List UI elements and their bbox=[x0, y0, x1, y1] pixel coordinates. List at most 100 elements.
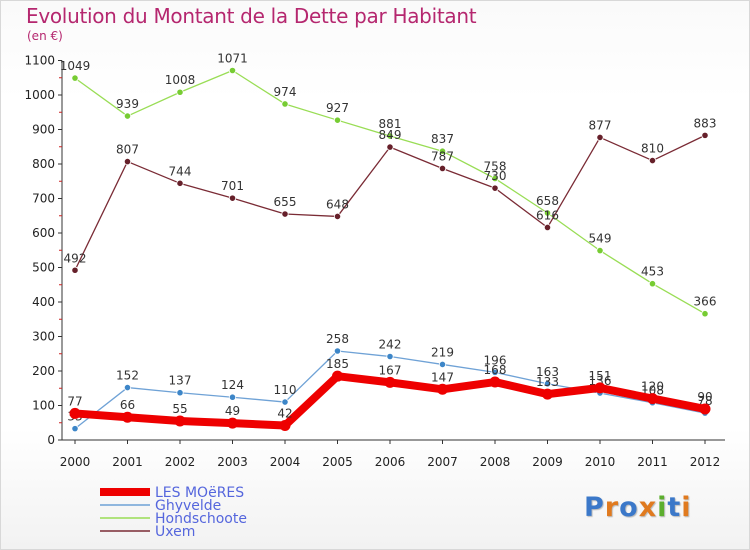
x-tick-label: 2007 bbox=[427, 455, 458, 469]
data-label: 133 bbox=[536, 375, 559, 389]
series-les-mo-res: 77 66 55 49 42 185 167 147 168 133 151 120 90 bbox=[67, 357, 713, 432]
data-label: 151 bbox=[589, 369, 612, 383]
data-label: 90 bbox=[697, 390, 712, 404]
y-tick-label: 200 bbox=[32, 364, 55, 378]
data-point bbox=[333, 212, 342, 221]
legend-label: LES MOëRES bbox=[155, 485, 244, 501]
data-point bbox=[491, 368, 499, 376]
data-label: 242 bbox=[379, 338, 402, 352]
data-label: 701 bbox=[221, 179, 244, 193]
data-point bbox=[176, 179, 184, 187]
x-tick-label: 2004 bbox=[270, 455, 301, 469]
data-point bbox=[333, 347, 342, 355]
data-point bbox=[596, 133, 604, 142]
data-point bbox=[438, 147, 447, 155]
data-point bbox=[122, 411, 133, 423]
data-point bbox=[542, 388, 553, 400]
y-tick-label: 700 bbox=[32, 192, 55, 206]
data-label: 655 bbox=[274, 195, 297, 209]
logo-letter: i bbox=[681, 492, 692, 523]
data-label: 877 bbox=[589, 118, 612, 132]
data-point bbox=[123, 383, 132, 392]
data-label: 124 bbox=[221, 378, 244, 392]
data-label: 168 bbox=[484, 363, 507, 377]
chart-title: Evolution du Montant de la Dette par Hab… bbox=[26, 4, 477, 28]
data-label: 744 bbox=[169, 164, 192, 178]
data-label: 55 bbox=[172, 402, 187, 416]
data-point bbox=[438, 164, 447, 173]
data-label: 549 bbox=[589, 232, 612, 246]
data-point bbox=[647, 393, 658, 405]
data-label: 366 bbox=[694, 295, 717, 309]
legend-label: Ghyvelde bbox=[155, 498, 221, 514]
series-hondschoote: 1049 939 1008 1071 974 927 881 837 758 658 549 453 3… bbox=[60, 52, 717, 318]
y-tick-label: 100 bbox=[32, 399, 55, 413]
y-tick-label: 800 bbox=[32, 157, 55, 171]
data-label: 939 bbox=[116, 97, 139, 111]
y-tick-label: 1100 bbox=[24, 54, 55, 68]
data-point bbox=[438, 360, 447, 369]
data-label: 837 bbox=[431, 132, 454, 146]
data-point bbox=[332, 370, 343, 382]
data-point bbox=[228, 393, 237, 401]
data-label: 42 bbox=[277, 407, 292, 421]
data-point bbox=[228, 66, 237, 75]
data-point bbox=[489, 376, 501, 388]
logo-letter: x bbox=[638, 492, 658, 523]
data-label: 137 bbox=[169, 374, 192, 388]
data-point bbox=[227, 417, 238, 429]
chart-subtitle: (en €) bbox=[27, 29, 63, 43]
data-point bbox=[69, 407, 81, 419]
x-tick-label: 2002 bbox=[165, 455, 196, 469]
x-tick-label: 2010 bbox=[585, 455, 616, 469]
data-point bbox=[701, 131, 709, 139]
data-point bbox=[386, 352, 394, 361]
data-point bbox=[594, 382, 606, 394]
data-point bbox=[228, 194, 237, 202]
data-point bbox=[174, 415, 186, 427]
data-point bbox=[491, 184, 499, 192]
logo-letter: o bbox=[619, 492, 639, 523]
data-label: 730 bbox=[484, 169, 507, 183]
data-label: 883 bbox=[694, 116, 717, 130]
data-point bbox=[71, 425, 79, 433]
data-point bbox=[281, 100, 289, 108]
data-label: 807 bbox=[116, 143, 139, 157]
data-point bbox=[333, 116, 342, 124]
data-label: 1071 bbox=[217, 52, 248, 66]
data-point bbox=[648, 280, 657, 288]
logo-letter: i bbox=[657, 492, 668, 523]
x-tick-label: 2009 bbox=[532, 455, 563, 469]
data-label: 167 bbox=[379, 363, 402, 377]
data-point bbox=[176, 389, 184, 397]
data-label: 658 bbox=[536, 194, 559, 208]
y-tick-label: 900 bbox=[32, 123, 55, 137]
data-point bbox=[543, 223, 552, 232]
data-point bbox=[596, 246, 604, 255]
data-label: 152 bbox=[116, 369, 139, 383]
data-label: 810 bbox=[641, 142, 664, 156]
logo-letter: P bbox=[584, 492, 605, 523]
x-tick-label: 2006 bbox=[375, 455, 406, 469]
data-point bbox=[123, 157, 132, 166]
data-point bbox=[699, 403, 711, 415]
data-point bbox=[543, 380, 552, 388]
data-label: 927 bbox=[326, 101, 349, 115]
data-label: 453 bbox=[641, 265, 664, 279]
x-tick-label: 2003 bbox=[217, 455, 248, 469]
data-point bbox=[386, 143, 394, 151]
x-tick-label: 2001 bbox=[112, 455, 143, 469]
data-point bbox=[648, 156, 657, 165]
data-label: 881 bbox=[379, 117, 402, 131]
logo-letter: r bbox=[604, 492, 620, 523]
data-point bbox=[701, 310, 709, 318]
legend-label: Uxem bbox=[155, 524, 195, 540]
y-tick-label: 1000 bbox=[24, 88, 55, 102]
data-label: 66 bbox=[120, 398, 135, 412]
data-label: 1008 bbox=[165, 73, 196, 87]
y-tick-label: 0 bbox=[47, 433, 55, 447]
data-label: 648 bbox=[326, 197, 349, 211]
data-label: 77 bbox=[67, 394, 82, 408]
x-tick-label: 2011 bbox=[637, 455, 668, 469]
data-label: 787 bbox=[431, 149, 454, 163]
